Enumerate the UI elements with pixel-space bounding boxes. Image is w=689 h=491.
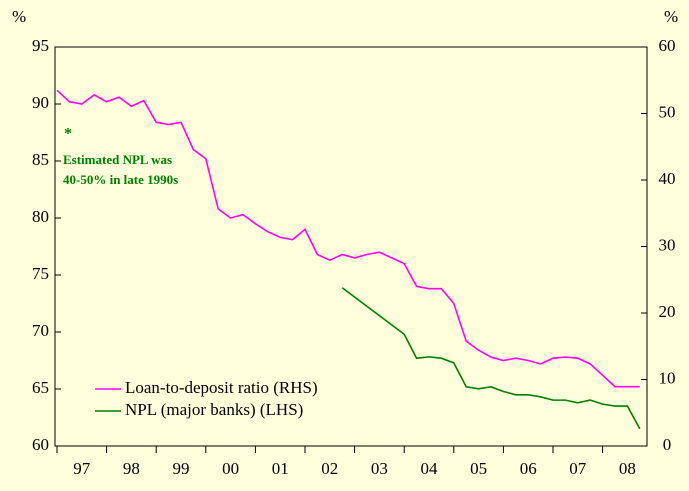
- x-tick-label: 06: [520, 459, 537, 478]
- x-tick-label: 02: [321, 459, 338, 478]
- y2-unit-label: %: [664, 7, 678, 26]
- y-tick-label: 75: [32, 264, 49, 283]
- y2-tick-label: 10: [659, 368, 676, 387]
- annotation-text: Estimated NPL was: [63, 152, 172, 167]
- y2-tick-label: 50: [659, 102, 676, 121]
- x-tick-label: 97: [73, 459, 91, 478]
- y-tick-label: 70: [32, 321, 49, 340]
- x-tick-label: 08: [619, 459, 636, 478]
- x-tick-label: 04: [421, 459, 439, 478]
- x-tick-label: 05: [470, 459, 487, 478]
- legend-label: Loan-to-deposit ratio (RHS): [125, 378, 318, 397]
- y2-tick-label: 0: [663, 435, 672, 454]
- y2-tick-label: 60: [659, 36, 676, 55]
- y-tick-label: 90: [32, 93, 49, 112]
- series-line: [56, 89, 640, 388]
- series-line: [341, 287, 641, 430]
- x-tick-label: 01: [272, 459, 289, 478]
- y-tick-label: 65: [32, 378, 49, 397]
- x-tick-label: 03: [371, 459, 388, 478]
- x-tick-label: 99: [173, 459, 190, 478]
- annotation-marker: *: [64, 126, 72, 143]
- annotation-text: 40-50% in late 1990s: [63, 172, 178, 187]
- y2-tick-label: 30: [659, 235, 676, 254]
- x-tick-label: 00: [222, 459, 239, 478]
- y2-tick-label: 20: [659, 302, 676, 321]
- x-tick-label: 07: [569, 459, 587, 478]
- x-tick-label: 98: [123, 459, 140, 478]
- y-unit-label: %: [12, 7, 26, 26]
- y-tick-label: 85: [32, 150, 49, 169]
- y-tick-label: 60: [32, 435, 49, 454]
- y-tick-label: 95: [32, 36, 49, 55]
- legend-label: NPL (major banks) (LHS): [125, 400, 303, 419]
- y-tick-label: 80: [32, 207, 49, 226]
- y2-tick-label: 40: [659, 169, 676, 188]
